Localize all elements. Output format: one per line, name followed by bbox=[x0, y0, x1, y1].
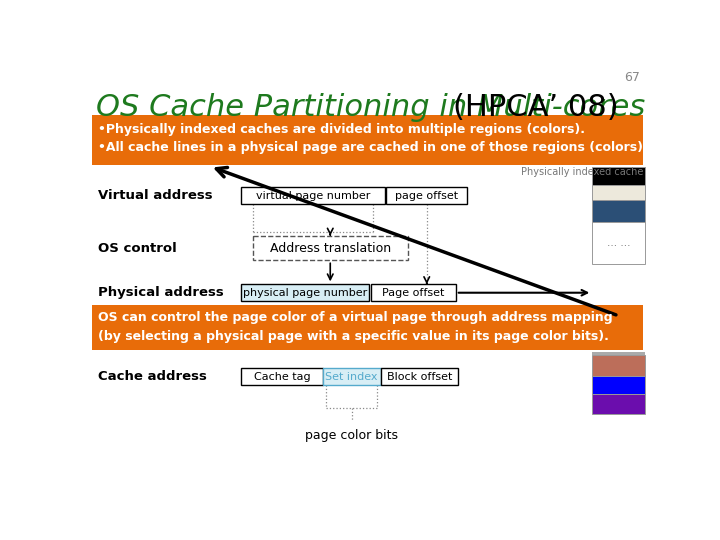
Text: page color bits: page color bits bbox=[305, 429, 398, 442]
Bar bbox=[593, 200, 645, 222]
Bar bbox=[593, 355, 645, 376]
Bar bbox=[381, 368, 458, 385]
Text: Cache tag: Cache tag bbox=[253, 372, 310, 382]
Text: Cache address: Cache address bbox=[98, 370, 207, 383]
Text: virtual page number: virtual page number bbox=[256, 191, 370, 201]
Bar bbox=[593, 222, 645, 264]
Text: 67: 67 bbox=[624, 71, 640, 84]
Text: Address translation: Address translation bbox=[270, 241, 391, 254]
Text: Set index: Set index bbox=[325, 372, 378, 382]
Text: OS control: OS control bbox=[98, 241, 176, 254]
Text: OS can control the page color of a virtual page through address mapping
(by sele: OS can control the page color of a virtu… bbox=[98, 311, 613, 343]
Bar bbox=[323, 368, 381, 385]
Bar bbox=[92, 115, 642, 165]
Text: ... ...: ... ... bbox=[607, 238, 630, 248]
Text: Physical address: Physical address bbox=[98, 286, 223, 299]
Bar bbox=[386, 187, 467, 204]
Bar bbox=[593, 376, 645, 394]
Text: OS Cache Partitioning in Multi-cores: OS Cache Partitioning in Multi-cores bbox=[96, 93, 655, 122]
Bar bbox=[593, 185, 645, 200]
Bar bbox=[371, 284, 456, 301]
Bar bbox=[593, 167, 645, 185]
Bar bbox=[593, 352, 645, 355]
Text: Virtual address: Virtual address bbox=[98, 189, 212, 202]
Text: Page offset: Page offset bbox=[382, 288, 444, 298]
Bar bbox=[241, 187, 384, 204]
Text: Physically indexed cache: Physically indexed cache bbox=[521, 167, 644, 177]
Bar bbox=[241, 284, 369, 301]
Text: page offset: page offset bbox=[395, 191, 459, 201]
Bar bbox=[241, 368, 323, 385]
Text: Block offset: Block offset bbox=[387, 372, 452, 382]
Bar bbox=[593, 394, 645, 414]
FancyBboxPatch shape bbox=[253, 236, 408, 260]
Text: •Physically indexed caches are divided into multiple regions (colors).
•All cach: •Physically indexed caches are divided i… bbox=[98, 123, 647, 154]
Bar bbox=[92, 305, 642, 350]
Text: (HPCA’ 08): (HPCA’ 08) bbox=[453, 93, 618, 122]
Text: physical page number: physical page number bbox=[243, 288, 367, 298]
